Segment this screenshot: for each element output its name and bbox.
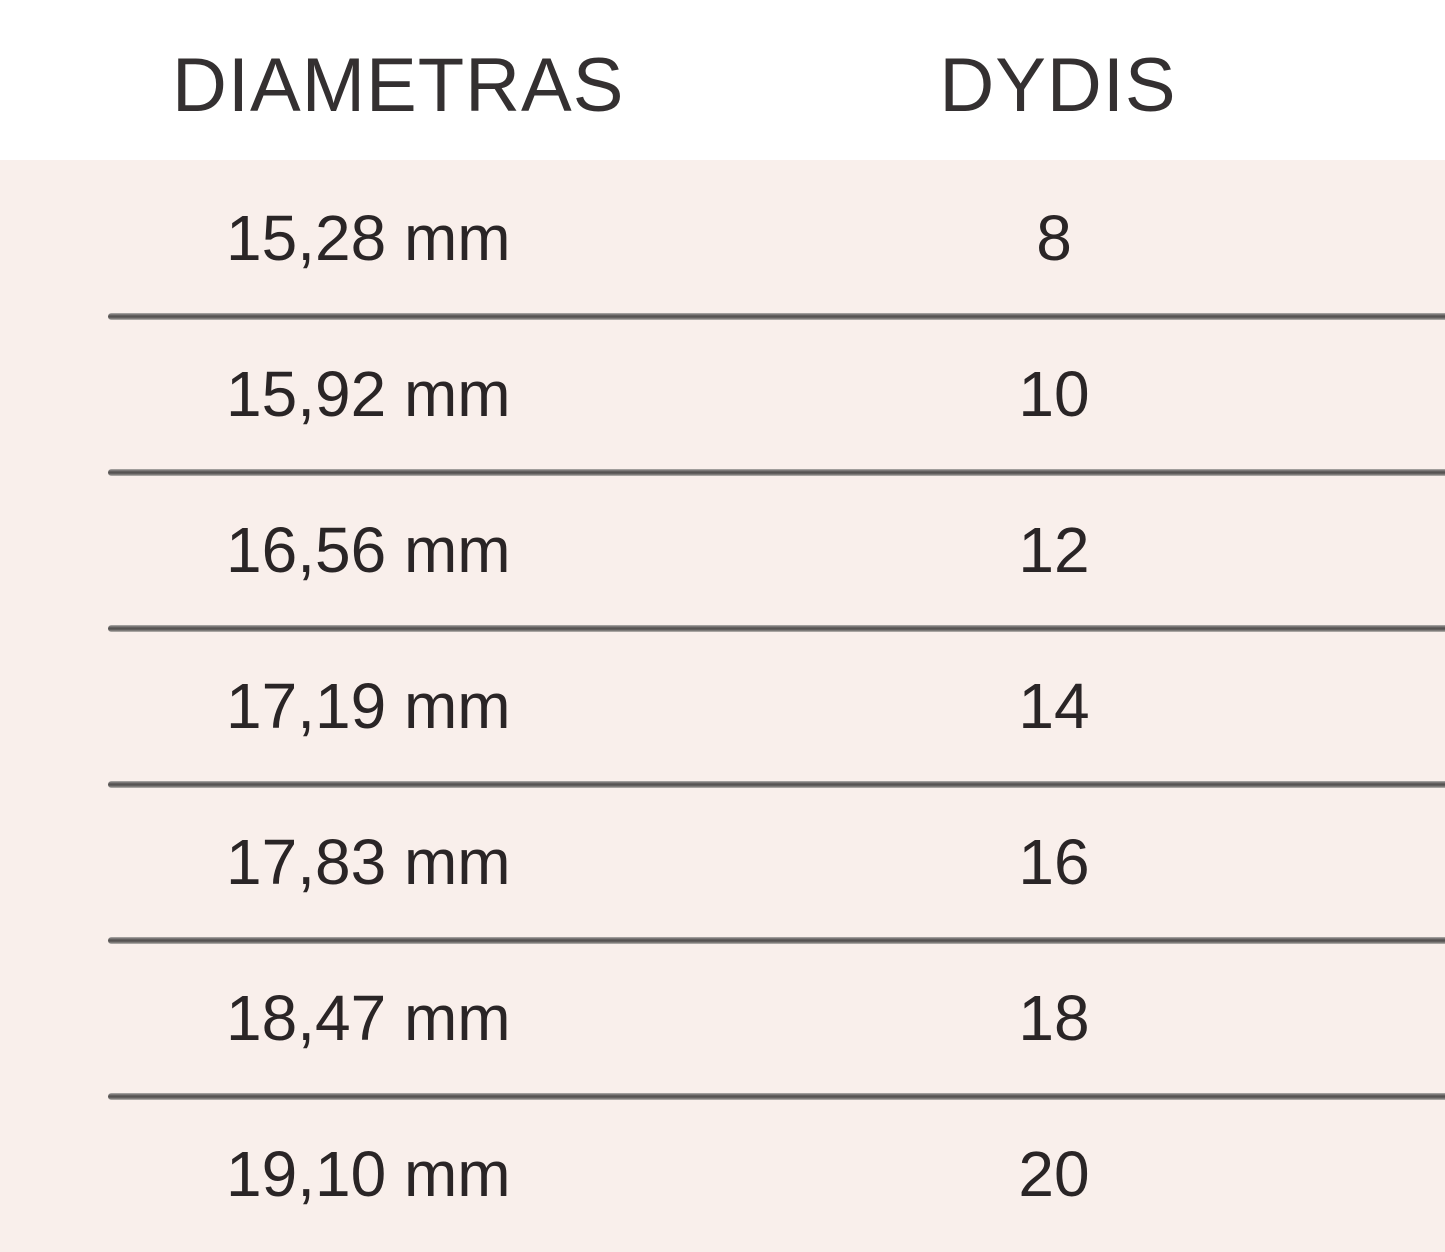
diameter-cell: 18,47 mm (226, 982, 511, 1054)
row-divider (108, 625, 1445, 632)
size-cell: 10 (1018, 358, 1090, 430)
table-header: DIAMETRAS DYDIS (0, 0, 1445, 160)
table-row: 15,92 mm 10 (0, 313, 1445, 472)
table-row: 18,47 mm 18 (0, 937, 1445, 1096)
table-row: 17,83 mm 16 (0, 781, 1445, 940)
diameter-cell: 19,10 mm (226, 1138, 511, 1210)
diameter-cell: 15,92 mm (226, 358, 511, 430)
diameter-cell: 17,83 mm (226, 826, 511, 898)
size-cell: 18 (1018, 982, 1090, 1054)
row-divider (108, 313, 1445, 320)
diameter-cell: 16,56 mm (226, 514, 511, 586)
diameter-cell: 15,28 mm (226, 202, 511, 274)
row-divider (108, 1093, 1445, 1100)
column-header-size: DYDIS (939, 42, 1177, 128)
size-cell: 12 (1018, 514, 1090, 586)
table-row: 16,56 mm 12 (0, 469, 1445, 628)
table-row: 19,10 mm 20 (0, 1093, 1445, 1252)
table-row: 17,19 mm 14 (0, 625, 1445, 784)
table-row: 15,28 mm 8 (0, 160, 1445, 316)
size-cell: 16 (1018, 826, 1090, 898)
size-cell: 8 (1036, 202, 1072, 274)
column-header-diameter: DIAMETRAS (172, 42, 625, 128)
size-cell: 20 (1018, 1138, 1090, 1210)
size-cell: 14 (1018, 670, 1090, 742)
row-divider (108, 469, 1445, 476)
row-divider (108, 937, 1445, 944)
table-body: 15,28 mm 8 15,92 mm 10 16,56 mm 12 17,19… (0, 160, 1445, 1252)
diameter-cell: 17,19 mm (226, 670, 511, 742)
row-divider (108, 781, 1445, 788)
